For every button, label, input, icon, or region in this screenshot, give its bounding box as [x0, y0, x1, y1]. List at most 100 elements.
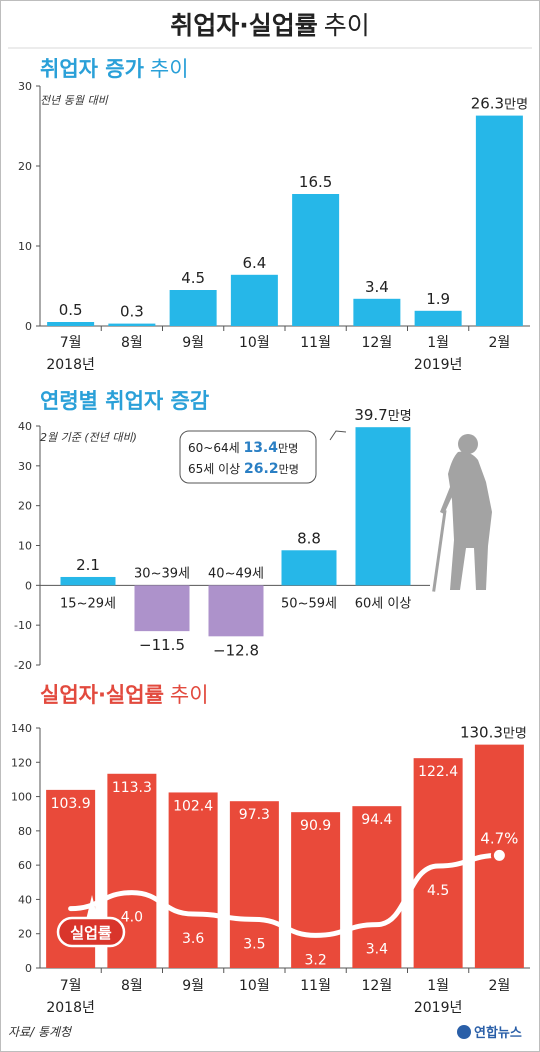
bar	[47, 322, 95, 326]
logo-icon	[457, 1025, 471, 1039]
year-label: 2019년	[414, 357, 463, 373]
y-tick-label: 20	[18, 160, 32, 173]
y-tick-label: 0	[25, 962, 32, 975]
callout-unit: 만명	[279, 463, 299, 476]
bar	[108, 323, 156, 326]
bar-value-label: 0.3	[120, 303, 144, 321]
bar	[292, 194, 340, 326]
callout-value-2: 26.2	[244, 461, 279, 477]
bar-value-label: 0.5	[59, 301, 83, 319]
bar	[134, 585, 190, 632]
y-tick-label: 10	[18, 540, 32, 553]
year-label: 2018년	[46, 357, 95, 373]
rate-value-label: 3.6	[182, 931, 204, 947]
bar	[169, 290, 217, 326]
rate-tag-label: 실업률	[70, 924, 112, 942]
elderly-person-icon	[432, 434, 492, 592]
y-tick-label: 40	[18, 420, 32, 433]
year-label: 2018년	[46, 1000, 95, 1016]
bar	[281, 550, 337, 586]
bar-value-label: −12.8	[213, 641, 259, 659]
bar-value-label: −11.5	[139, 636, 185, 654]
y-tick-label: 60	[18, 859, 32, 872]
x-tick-label: 12월	[362, 335, 393, 351]
x-tick-label: 15~29세	[60, 596, 116, 611]
year-label: 2019년	[414, 1000, 463, 1016]
bar	[352, 806, 402, 968]
bar	[353, 298, 401, 326]
y-tick-label: 80	[18, 825, 32, 838]
callout-leader	[329, 430, 347, 441]
y-tick-label: -20	[14, 659, 32, 672]
x-tick-label: 10월	[239, 978, 270, 994]
x-tick-label: 11월	[300, 335, 331, 351]
rate-value-label: 3.5	[243, 936, 265, 952]
bar-value-label: 90.9	[300, 818, 331, 834]
bar-value-label: 4.5	[181, 269, 205, 287]
section2-title: 연령별 취업자 증감	[40, 389, 209, 413]
callout-line-2: 65세 이상 26.2만명	[188, 461, 299, 477]
bar-value-label: 130.3만명	[460, 724, 527, 742]
bar-value-label: 39.7만명	[354, 406, 411, 424]
y-tick-label: 30	[18, 80, 32, 93]
rate-value-label: 3.4	[366, 942, 388, 958]
x-tick-label: 11월	[300, 978, 331, 994]
bar-value-label: 103.9	[51, 796, 91, 812]
bar	[230, 274, 278, 326]
x-tick-label: 9월	[182, 335, 204, 351]
rate-tag-pointer	[86, 895, 98, 920]
x-tick-label: 7월	[60, 335, 82, 351]
y-tick-label: 30	[18, 460, 32, 473]
y-tick-label: 120	[11, 756, 32, 769]
logo-text: 연합뉴스	[474, 1025, 522, 1041]
bar-value-label: 2.1	[76, 556, 100, 574]
callout-line-1: 60~64세 13.4만명	[188, 440, 298, 456]
x-tick-label: 8월	[121, 335, 143, 351]
bar	[475, 115, 523, 326]
bar-value-label: 94.4	[361, 812, 392, 828]
x-tick-label: 40~49세	[208, 566, 264, 581]
bar	[414, 310, 462, 326]
bar-value-label: 16.5	[299, 173, 332, 191]
section1-title: 취업자 증가 추이	[40, 57, 189, 81]
bar-value-label: 97.3	[239, 807, 270, 823]
bar	[60, 576, 116, 586]
rate-value-label: 4.5	[427, 883, 449, 899]
employment-change-chart: 0 10 20 30 0.5 7월 0.3 8월 4.5 9월 6.4 10월 16.5 11월 3.4 12…	[18, 80, 530, 373]
bar-value-label: 102.4	[173, 798, 213, 814]
rate-value-label: 4.0	[121, 910, 143, 926]
bar	[229, 801, 279, 968]
unit-label: 만명	[503, 727, 527, 742]
x-tick-label: 7월	[60, 978, 82, 994]
section1-note: 전년 동월 대비	[40, 94, 109, 107]
age-employment-chart: -20 -10 0 10 20 30 40 2.1 15~29세 −11.5 30~39세 −12.8…	[14, 406, 430, 672]
rate-line	[68, 852, 502, 938]
bar-value-label: 6.4	[242, 254, 266, 272]
bar-value-label: 8.8	[297, 529, 321, 547]
section2-note: 2월 기준 (전년 대비)	[40, 431, 137, 444]
x-tick-label: 12월	[362, 978, 393, 994]
x-tick-label: 60세 이상	[355, 596, 412, 611]
x-tick-label: 50~59세	[281, 596, 337, 611]
x-tick-label: 30~39세	[134, 566, 190, 581]
bar	[168, 792, 218, 968]
bar-value-label: 3.4	[365, 278, 389, 296]
x-tick-label: 1월	[427, 978, 449, 994]
x-tick-label: 10월	[239, 335, 270, 351]
rate-value-label: 3.2	[304, 952, 326, 968]
bar-value-label: 122.4	[418, 764, 458, 780]
unit-label: 만명	[504, 98, 528, 113]
y-tick-label: 0	[25, 579, 32, 592]
callout-unit: 만명	[278, 442, 298, 455]
bar	[355, 427, 411, 586]
callout-value-1: 13.4	[243, 440, 278, 456]
unemployment-chart: 0 20 40 60 80 100 120 140 103.9 7월 113.3 8월 102.4 9월 9…	[11, 722, 530, 1016]
rate-point	[490, 846, 508, 864]
source-text: 자료/ 통계청	[8, 1025, 73, 1039]
y-tick-label: 40	[18, 893, 32, 906]
y-tick-label: 20	[18, 500, 32, 513]
x-tick-label: 1월	[427, 335, 449, 351]
rate-tag	[56, 916, 126, 948]
section3-title: 실업자·실업률 추이	[40, 683, 209, 707]
